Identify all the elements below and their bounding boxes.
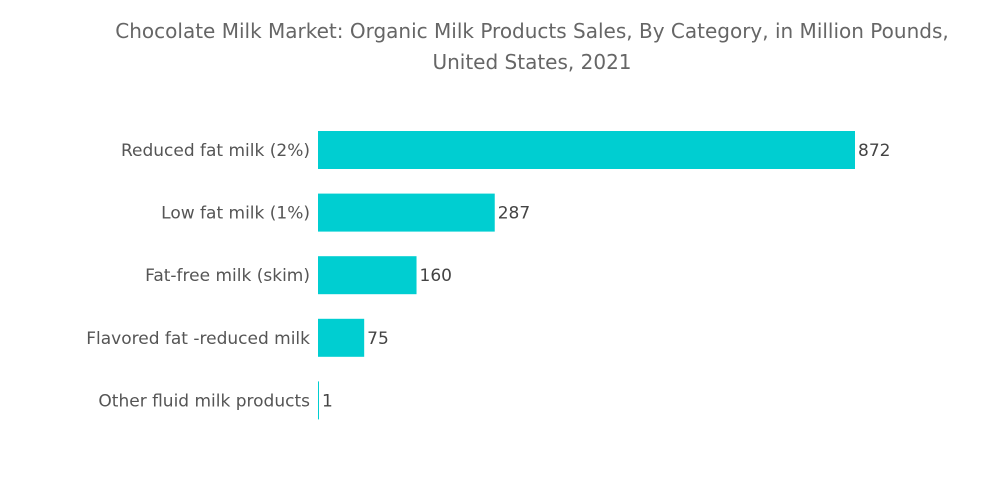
bar-0	[318, 131, 855, 169]
category-label: Other fluid milk products	[98, 391, 310, 411]
category-label: Reduced fat milk (2%)	[121, 141, 310, 161]
data-label: 872	[858, 141, 890, 161]
bar-4	[318, 381, 319, 420]
data-label: 1	[322, 391, 333, 411]
bar-1	[318, 193, 495, 232]
data-label: 75	[367, 329, 389, 349]
data-label: 160	[420, 266, 452, 286]
category-label: Flavored fat -reduced milk	[86, 329, 310, 349]
category-label: Low fat milk (1%)	[161, 204, 310, 224]
chart-title-line-2: United States, 2021	[432, 50, 631, 74]
data-label: 287	[498, 204, 530, 224]
bar-2	[318, 256, 417, 295]
bar-3	[318, 318, 365, 357]
category-label: Fat-free milk (skim)	[145, 266, 310, 286]
chart-title-line-1: Chocolate Milk Market: Organic Milk Prod…	[115, 19, 948, 43]
